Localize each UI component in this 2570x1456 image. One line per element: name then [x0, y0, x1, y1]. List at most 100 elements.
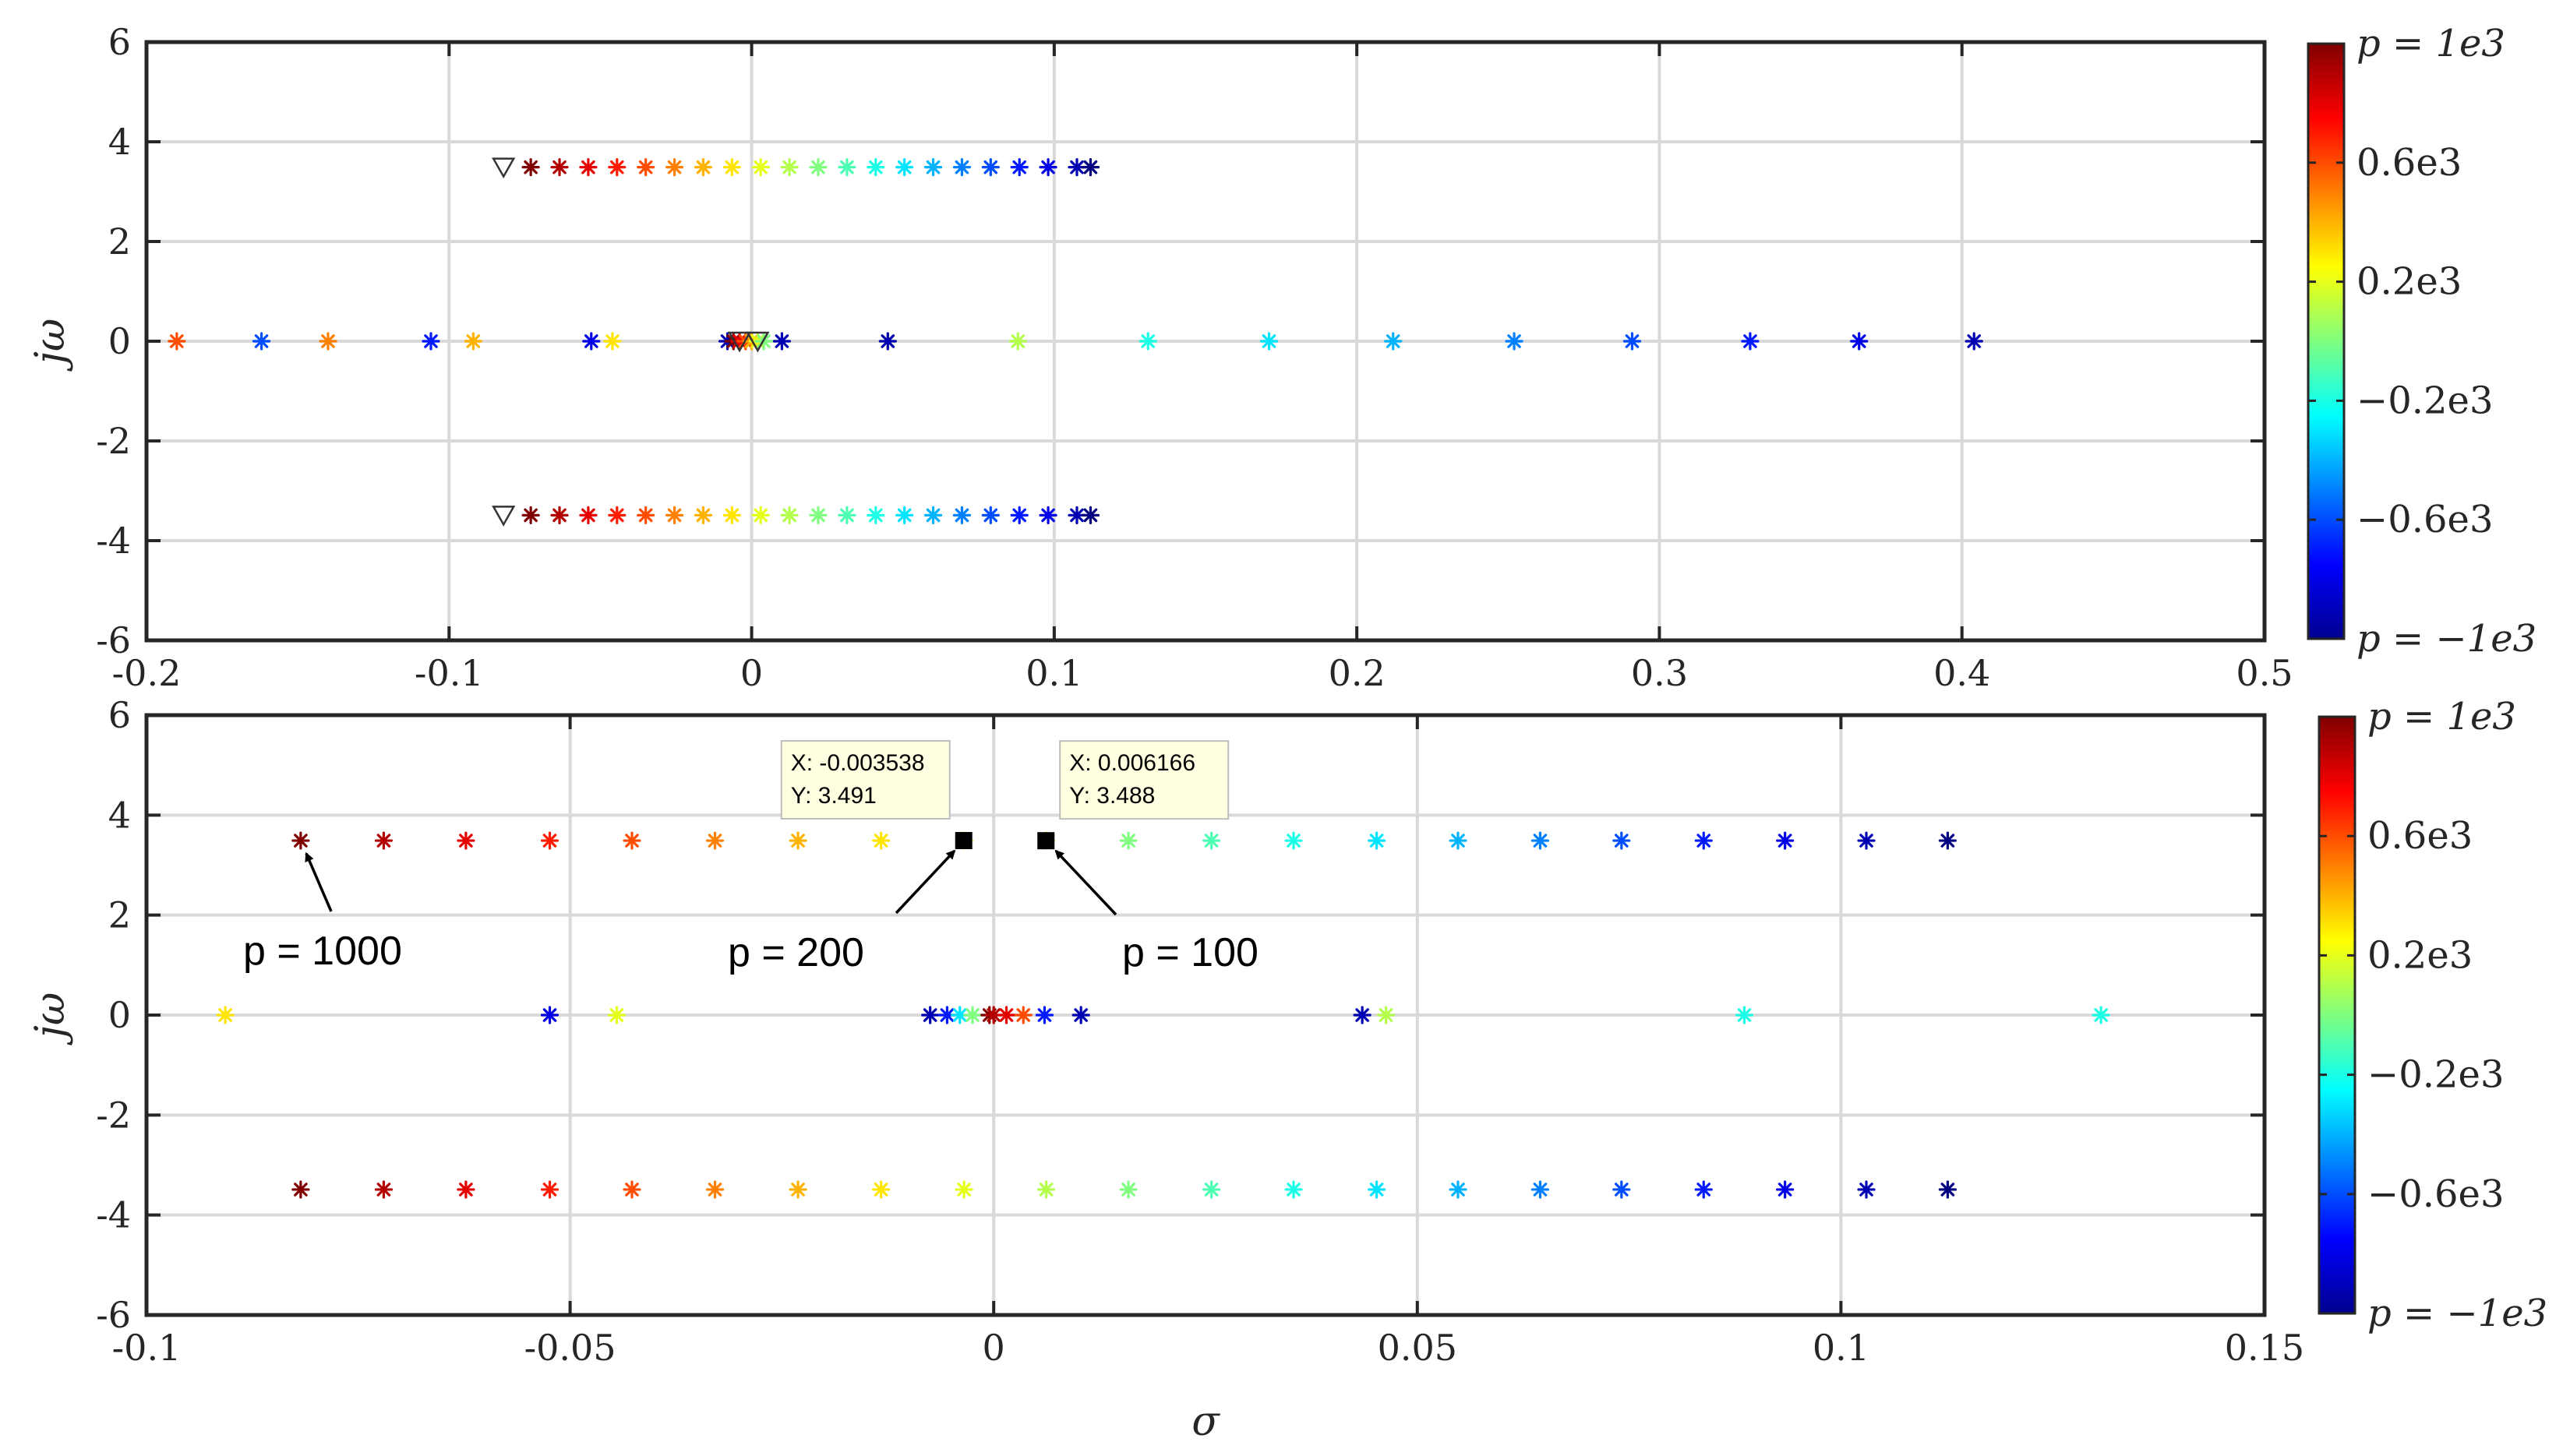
pole-real — [252, 332, 271, 351]
pole-lower — [1938, 1180, 1957, 1199]
top-x-ticks: -0.2 -0.1 0 0.1 0.2 0.3 0.4 0.5 — [112, 42, 2293, 694]
pole-upper — [579, 158, 598, 177]
pole-real — [582, 332, 601, 351]
pole-real — [319, 332, 337, 351]
pole-real — [607, 1006, 626, 1024]
pole-lower — [809, 506, 828, 524]
pole-lower — [623, 1180, 641, 1199]
colorbar-label: p = −1e3 — [2356, 617, 2536, 661]
pole-lower — [1530, 1180, 1550, 1199]
pole-lower — [579, 506, 598, 524]
pole-real — [772, 332, 792, 351]
pole-upper — [780, 158, 799, 177]
annotation-arrow — [305, 851, 333, 912]
pole-real — [1353, 1006, 1371, 1024]
x-tick-label: 0.1 — [1813, 1327, 1869, 1369]
pole-upper — [1039, 158, 1057, 177]
y-tick-label: -2 — [96, 420, 131, 462]
pole-real — [1071, 1006, 1090, 1024]
pole-upper — [291, 831, 310, 850]
pole-lower — [1776, 1180, 1795, 1199]
y-tick-label: -4 — [96, 1194, 131, 1236]
open-loop-marker — [492, 506, 516, 527]
pole-lower — [952, 506, 972, 524]
pole-upper — [608, 158, 627, 177]
open-loop-marker — [492, 157, 516, 179]
pole-real — [997, 1006, 1016, 1024]
colorbar-label: −0.6e3 — [2356, 498, 2494, 541]
datatip-background — [780, 739, 951, 820]
open-loop-marker — [727, 331, 752, 353]
x-tick-label: -0.1 — [415, 652, 484, 694]
pole-lower — [867, 506, 885, 524]
pole-upper — [623, 831, 641, 850]
annotation-arrow — [1054, 849, 1117, 916]
top-colorbar: p = 1e3 0.6e3 0.2e3 −0.2e3 −0.6e3 p = −1e3 — [2307, 22, 2536, 661]
x-tick-label: 0.05 — [1378, 1327, 1457, 1369]
bottom-annotations: p = 1000 p = 200 p = 100 — [243, 849, 1259, 975]
pole-lower — [665, 506, 684, 524]
datatip-box: X: 0.006166 Y: 3.488 — [1059, 740, 1230, 820]
pole-upper — [521, 158, 540, 177]
datatip-background — [1059, 740, 1230, 820]
datatip-y-label: Y: 3.488 — [1069, 783, 1155, 809]
annotation-label: p = 100 — [1122, 930, 1259, 975]
y-tick-label: -6 — [96, 619, 131, 661]
pole-upper — [867, 158, 885, 177]
colorbar-label: 0.2e3 — [2356, 260, 2462, 304]
pole-upper — [1938, 831, 1957, 850]
pole-lower — [1202, 1180, 1221, 1199]
pole-upper — [809, 158, 828, 177]
pole-upper — [722, 158, 741, 177]
pole-real — [2092, 1006, 2110, 1024]
pole-upper — [637, 158, 655, 177]
pole-real — [540, 1006, 560, 1024]
pole-upper — [923, 158, 943, 177]
pole-upper — [457, 831, 475, 850]
pole-upper — [1202, 831, 1221, 850]
pole-upper — [1694, 831, 1713, 850]
colorbar-gradient — [2318, 715, 2356, 1315]
bottom-data-marks — [216, 831, 2110, 1199]
pole-lower — [838, 506, 856, 524]
bottom-colorbar: p = 1e3 0.6e3 0.2e3 −0.2e3 −0.6e3 p = −1e3 — [2318, 695, 2547, 1335]
pole-upper — [550, 158, 569, 177]
pole-upper — [540, 831, 560, 850]
pole-lower — [1119, 1180, 1138, 1199]
pole-real — [1505, 332, 1523, 351]
pole-upper — [665, 158, 684, 177]
pole-lower — [981, 506, 1000, 524]
pole-upper — [789, 831, 807, 850]
pole-lower — [540, 1180, 560, 1199]
pole-upper — [981, 158, 1000, 177]
pole-lower — [1039, 506, 1057, 524]
top-plot-panel: -0.2 -0.1 0 0.1 0.2 0.3 0.4 0.5 6 4 2 0 -2 -4 -6 jω p… — [27, 21, 2536, 694]
pole-lower — [694, 506, 713, 524]
bottom-y-ticks: 6 4 2 0 -2 -4 -6 — [96, 694, 2265, 1336]
pole-lower — [1368, 1180, 1386, 1199]
pole-real — [984, 1006, 1003, 1024]
colorbar-label: −0.2e3 — [2367, 1053, 2505, 1097]
x-tick-label: 0 — [983, 1327, 1005, 1369]
colorbar-label: 0.2e3 — [2367, 933, 2473, 977]
x-tick-label: -0.05 — [524, 1327, 616, 1369]
pole-lower — [1081, 506, 1100, 524]
pole-real — [216, 1006, 235, 1024]
x-tick-label: 0 — [740, 652, 763, 694]
pole-lower — [1284, 1180, 1303, 1199]
pole-lower — [608, 506, 627, 524]
y-tick-label: 6 — [108, 694, 131, 736]
y-tick-label: 6 — [108, 21, 131, 63]
pole-real — [1741, 332, 1760, 351]
pole-lower — [550, 506, 569, 524]
colorbar-label: −0.2e3 — [2356, 379, 2494, 422]
colorbar-label: p = −1e3 — [2367, 1292, 2547, 1335]
pole-lower — [1694, 1180, 1713, 1199]
pole-lower — [291, 1180, 310, 1199]
pole-upper — [1081, 158, 1100, 177]
pole-real — [1384, 332, 1403, 351]
annotation-arrow — [895, 849, 956, 915]
pole-real — [878, 332, 897, 351]
